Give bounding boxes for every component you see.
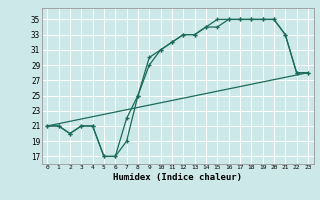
X-axis label: Humidex (Indice chaleur): Humidex (Indice chaleur)	[113, 173, 242, 182]
